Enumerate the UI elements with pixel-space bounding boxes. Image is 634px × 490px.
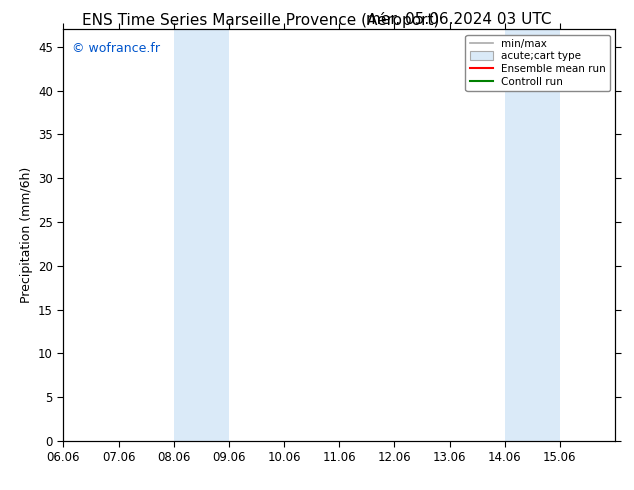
Bar: [174, 29, 229, 441]
Text: mer. 05.06.2024 03 UTC: mer. 05.06.2024 03 UTC: [366, 12, 552, 27]
Y-axis label: Precipitation (mm/6h): Precipitation (mm/6h): [20, 167, 32, 303]
Text: ENS Time Series Marseille Provence (Aéroport): ENS Time Series Marseille Provence (Aéro…: [82, 12, 440, 28]
Legend: min/max, acute;cart type, Ensemble mean run, Controll run: min/max, acute;cart type, Ensemble mean …: [465, 35, 610, 91]
Bar: [505, 29, 560, 441]
Text: © wofrance.fr: © wofrance.fr: [72, 42, 160, 55]
